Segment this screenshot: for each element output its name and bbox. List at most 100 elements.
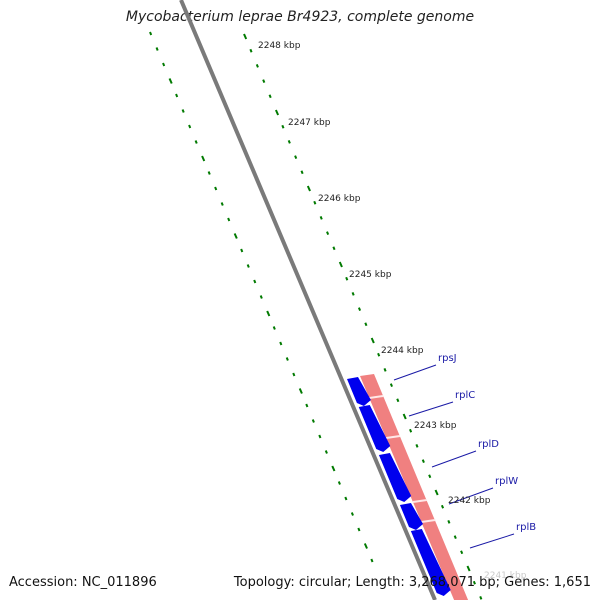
- tick-mark: [460, 550, 464, 555]
- tick-label: 2247 kbp: [288, 118, 331, 128]
- outer-tick-ring: [243, 33, 483, 600]
- inner-tick-ring: [149, 31, 374, 563]
- tick-label: 2243 kbp: [414, 421, 457, 431]
- tick-mark: [324, 450, 328, 454]
- tick-mark: [351, 292, 355, 296]
- tick-mark: [364, 322, 368, 327]
- gene-arrow: [410, 529, 451, 596]
- gene-arrow: [378, 453, 412, 502]
- tick-label: 2248 kbp: [258, 41, 301, 51]
- tick-mark: [440, 504, 445, 509]
- tick-mark: [259, 295, 263, 299]
- gene-leader-line: [408, 401, 454, 417]
- tick-mark: [300, 170, 304, 175]
- tick-mark: [255, 64, 259, 68]
- tick-mark: [357, 527, 361, 532]
- tick-mark: [272, 326, 276, 330]
- tick-mark: [214, 186, 218, 191]
- gene-label: rplD: [478, 439, 499, 450]
- tick-mark: [377, 352, 381, 357]
- tick-mark: [162, 62, 166, 67]
- tick-mark: [188, 124, 192, 129]
- tick-mark: [175, 93, 179, 98]
- gene-arrow: [358, 405, 391, 452]
- tick-mark: [168, 78, 173, 84]
- tick-mark: [434, 489, 439, 496]
- tick-mark: [279, 341, 283, 346]
- tick-mark: [370, 337, 375, 344]
- accession-label: Accession: NC_011896: [9, 575, 157, 590]
- tick-mark: [338, 261, 343, 268]
- gene-label: rpsJ: [438, 353, 457, 364]
- tick-mark: [337, 481, 341, 485]
- tick-mark: [233, 233, 238, 239]
- tick-mark: [332, 246, 336, 251]
- gene-leader-line: [393, 364, 437, 381]
- gene-label: rplB: [516, 522, 536, 533]
- tick-mark: [479, 596, 483, 600]
- tick-mark: [292, 372, 296, 377]
- tick-label: 2245 kbp: [349, 270, 392, 280]
- gene-leader-line: [469, 533, 515, 549]
- map-title: Mycobacterium leprae Br4923, complete ge…: [125, 9, 475, 25]
- tick-mark: [287, 140, 291, 144]
- gene-boundary: [421, 519, 436, 523]
- gene-label: rplW: [495, 476, 518, 487]
- tick-mark: [344, 496, 348, 501]
- tick-mark: [305, 403, 309, 408]
- gene-tracks: [347, 374, 469, 600]
- tick-mark: [313, 200, 317, 205]
- tick-mark: [246, 264, 250, 268]
- tick-label: 2244 kbp: [381, 346, 424, 356]
- tick-mark: [466, 565, 471, 572]
- tick-mark: [345, 276, 349, 281]
- tick-mark: [298, 388, 303, 394]
- tick-mark: [319, 216, 323, 220]
- tick-label: 2246 kbp: [318, 194, 361, 204]
- tick-mark: [447, 520, 451, 524]
- tick-mark: [207, 171, 211, 175]
- tick-label: 2241 kbp: [484, 571, 527, 581]
- tick-mark: [201, 155, 206, 162]
- tick-label: 2242 kbp: [448, 496, 491, 506]
- tick-mark: [194, 140, 198, 144]
- tick-mark: [472, 580, 476, 585]
- tick-mark: [240, 248, 244, 253]
- tick-mark: [331, 465, 336, 472]
- tick-mark: [409, 428, 413, 433]
- gene-arrow: [347, 377, 371, 406]
- genome-summary: Topology: circular; Length: 3,268,071 bp…: [233, 575, 591, 590]
- tick-mark: [402, 413, 407, 420]
- gene-leader-line: [431, 450, 477, 468]
- tick-mark: [227, 217, 231, 222]
- gene-boundary: [369, 395, 384, 399]
- tick-mark: [350, 512, 354, 516]
- gene-arrow: [399, 503, 423, 530]
- tick-mark: [311, 419, 315, 423]
- gene-track-forward: [360, 374, 469, 600]
- genome-backbone: [179, 0, 437, 600]
- tick-mark: [415, 444, 419, 448]
- tick-mark: [285, 357, 289, 361]
- tick-mark: [428, 474, 432, 479]
- tick-mark: [294, 155, 298, 159]
- tick-mark: [243, 33, 248, 40]
- tick-mark: [253, 279, 257, 284]
- tick-mark: [149, 31, 153, 36]
- gene-label: rplC: [455, 390, 475, 401]
- tick-mark: [155, 47, 159, 51]
- tick-mark: [266, 310, 271, 317]
- tick-mark: [249, 48, 253, 53]
- tick-mark: [370, 558, 374, 563]
- gene-boundary: [385, 435, 401, 439]
- tick-mark: [357, 307, 362, 311]
- tick-mark: [306, 185, 311, 192]
- tick-mark: [326, 231, 330, 235]
- tick-mark: [281, 124, 285, 129]
- tick-mark: [363, 543, 368, 549]
- tick-mark: [262, 79, 266, 83]
- tick-labels: 2248 kbp 2247 kbp 2246 kbp 2245 kbp 2244 kbp…: [258, 41, 527, 581]
- tick-mark: [318, 434, 322, 439]
